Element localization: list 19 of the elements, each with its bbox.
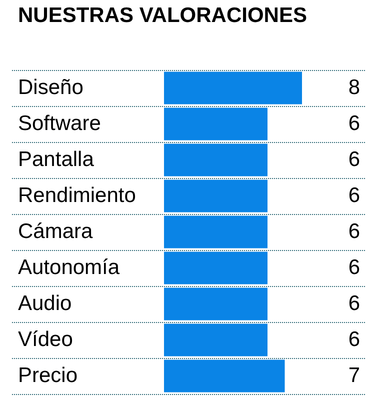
data-label: 6 [348, 184, 360, 207]
data-label: 8 [348, 76, 360, 99]
y-tick-label: Autonomía [18, 256, 120, 279]
data-label: 6 [348, 220, 360, 243]
data-label: 6 [348, 256, 360, 279]
y-tick-label: Software [18, 112, 101, 135]
data-label: 6 [348, 148, 360, 171]
data-label: 6 [348, 112, 360, 135]
y-tick-label: Rendimiento [18, 184, 136, 207]
y-tick-label: Audio [18, 292, 72, 315]
data-label: 6 [348, 292, 360, 315]
y-tick-label: Cámara [18, 220, 94, 243]
y-tick-label: Vídeo [18, 328, 73, 351]
y-tick-label: Diseño [18, 76, 84, 99]
data-label: 6 [348, 328, 360, 351]
chart-title: NUESTRAS VALORACIONES [18, 4, 307, 28]
data-label: 7 [348, 364, 360, 387]
y-tick-label: Precio [18, 364, 78, 387]
y-tick-label: Pantalla [18, 148, 94, 171]
